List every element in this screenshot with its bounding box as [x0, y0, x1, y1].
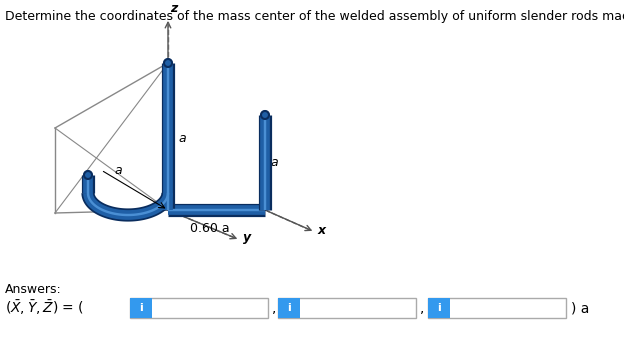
Circle shape: [261, 111, 269, 119]
Bar: [130, 298, 268, 318]
Text: Determine the coordinates of the mass center of the welded assembly of uniform s: Determine the coordinates of the mass ce…: [5, 10, 624, 23]
Bar: [428, 298, 566, 318]
Circle shape: [164, 59, 172, 67]
Text: a: a: [270, 157, 278, 170]
Bar: [130, 298, 152, 318]
Text: 0.60 a: 0.60 a: [190, 222, 230, 235]
Text: z: z: [170, 2, 177, 15]
Text: $(\bar{X}, \bar{Y}, \bar{Z})$ = (: $(\bar{X}, \bar{Y}, \bar{Z})$ = (: [5, 299, 84, 317]
Text: a: a: [178, 132, 185, 145]
Bar: [278, 298, 416, 318]
Bar: [278, 298, 300, 318]
Text: ,: ,: [272, 301, 276, 315]
Text: x: x: [318, 225, 326, 238]
Text: Answers:: Answers:: [5, 283, 62, 296]
Text: i: i: [139, 303, 143, 313]
Text: i: i: [287, 303, 291, 313]
Text: ,: ,: [420, 301, 424, 315]
Text: i: i: [437, 303, 441, 313]
Bar: [428, 298, 450, 318]
Circle shape: [84, 171, 92, 179]
Text: ) a: ) a: [571, 301, 590, 315]
Text: a: a: [114, 164, 122, 177]
Text: y: y: [243, 231, 251, 244]
